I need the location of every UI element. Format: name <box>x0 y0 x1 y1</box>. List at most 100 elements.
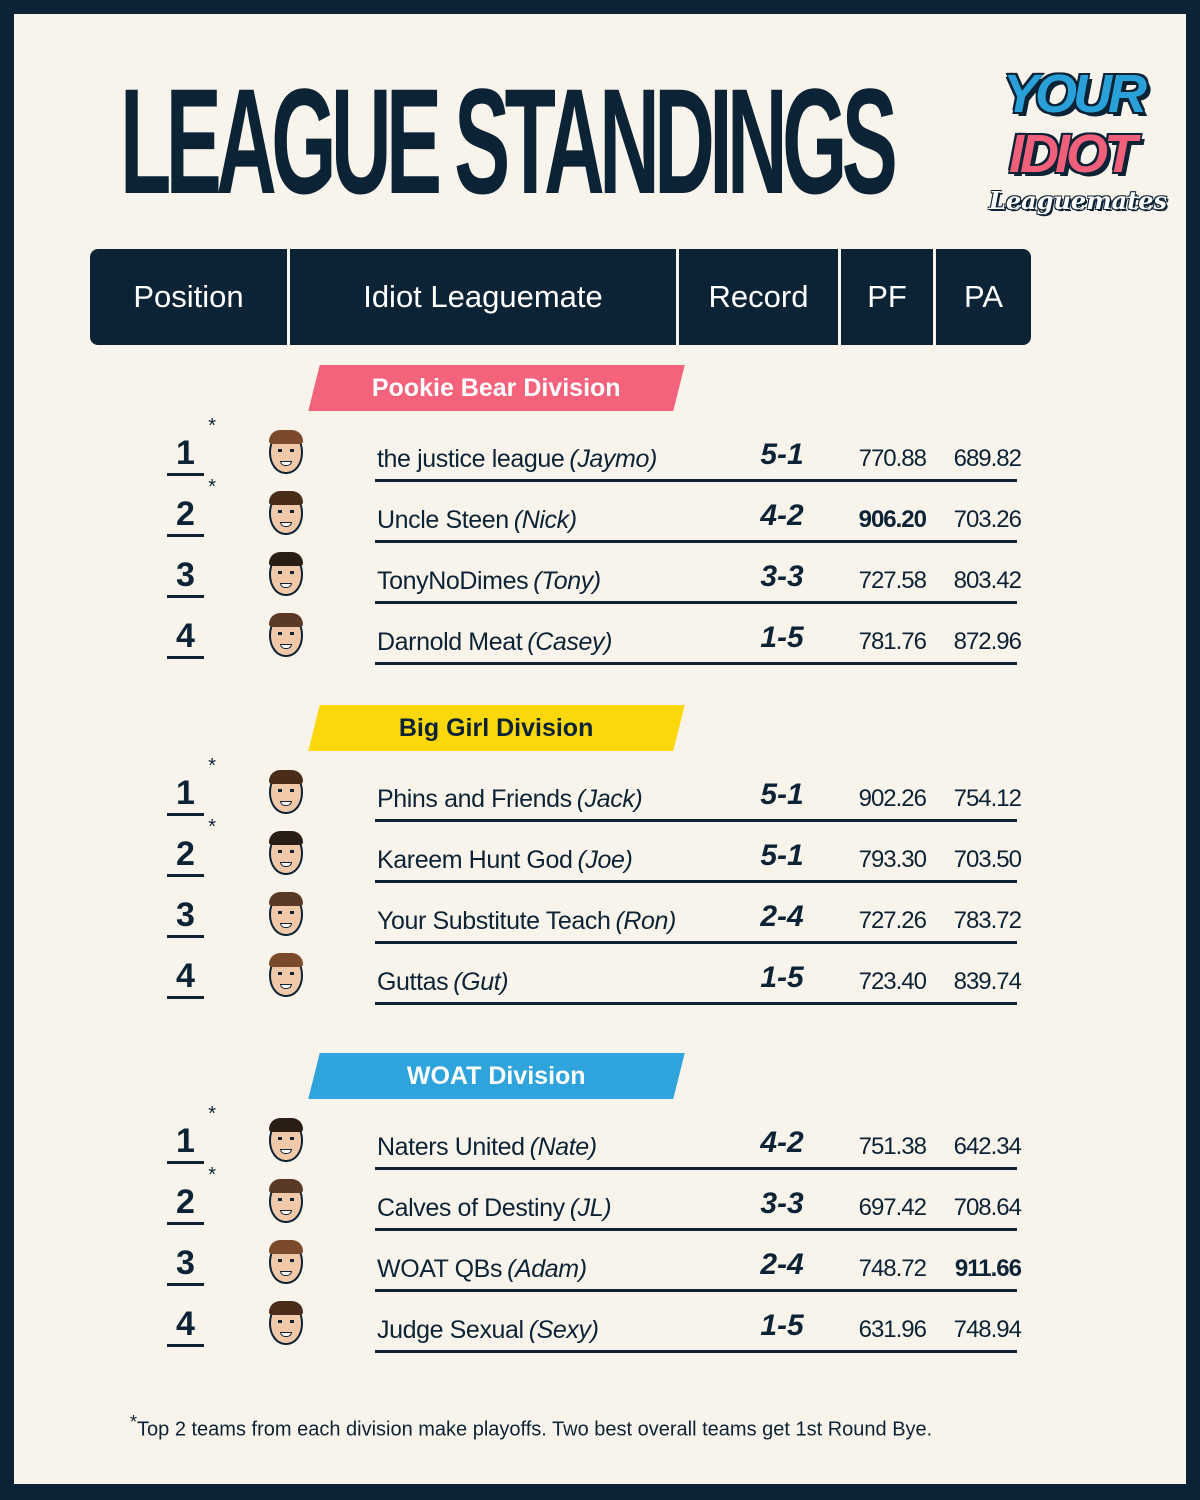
owner-name: (Casey) <box>527 628 612 656</box>
standings-row: 4 Darnold Meat (Casey) 1-5 781.76 872.96 <box>14 605 1186 665</box>
logo-line3: Leaguemates <box>989 186 1168 215</box>
playoff-star: * <box>208 816 216 838</box>
standings-row: 2 * Uncle Steen (Nick) 4-2 906.20 703.26 <box>14 477 1186 543</box>
team-label: Darnold Meat <box>377 628 523 656</box>
position-number: 4 <box>167 1301 204 1347</box>
position-value: 2 <box>176 495 195 533</box>
points-against: 689.82 <box>953 445 1022 472</box>
owner-name: (Sexy) <box>528 1316 599 1344</box>
avatar-icon <box>269 430 303 474</box>
points-for: 723.40 <box>858 968 927 995</box>
standings-poster: LEAGUE STANDINGS YOUR IDIOT Leaguemates … <box>14 14 1186 1484</box>
record: 4-2 <box>760 1126 804 1159</box>
avatar-icon <box>269 770 303 814</box>
points-against: 839.74 <box>953 968 1022 995</box>
record: 1-5 <box>760 621 804 654</box>
owner-name: (JL) <box>569 1194 612 1222</box>
avatar-icon <box>269 613 303 657</box>
logo-line2: IDIOT <box>1009 124 1137 184</box>
owner-name: (Jack) <box>576 785 643 813</box>
position-value: 4 <box>176 1305 195 1343</box>
row-divider <box>375 941 1017 944</box>
standings-row: 4 Guttas (Gut) 1-5 723.40 839.74 <box>14 945 1186 1005</box>
points-against: 703.50 <box>953 846 1022 873</box>
record: 4-2 <box>760 499 804 532</box>
position-value: 3 <box>176 556 195 594</box>
team-label: Uncle Steen <box>377 506 509 534</box>
team-name: the justice league (Jaymo) <box>377 445 657 474</box>
avatar-icon <box>269 953 303 997</box>
avatar-icon <box>269 1301 303 1345</box>
points-against: 872.96 <box>953 628 1022 655</box>
position-value: 1 <box>176 774 195 812</box>
points-against: 803.42 <box>953 567 1022 594</box>
points-for: 727.26 <box>858 907 927 934</box>
playoff-star: * <box>208 476 216 498</box>
footnote: *Top 2 teams from each division make pla… <box>130 1412 932 1442</box>
team-name: Kareem Hunt God (Joe) <box>377 846 633 875</box>
points-against: 708.64 <box>953 1194 1022 1221</box>
points-for: 727.58 <box>858 567 927 594</box>
position-value: 2 <box>176 1183 195 1221</box>
record: 2-4 <box>760 1248 804 1281</box>
owner-name: (Adam) <box>507 1255 587 1283</box>
position-number: 3 <box>167 1240 204 1286</box>
record: 5-1 <box>760 778 804 811</box>
position-number: 3 <box>167 892 204 938</box>
team-name: WOAT QBs (Adam) <box>377 1255 587 1284</box>
division-name: Big Girl Division <box>399 713 594 742</box>
owner-name: (Tony) <box>533 567 601 595</box>
footnote-star: * <box>130 1412 138 1432</box>
header-pf: PF <box>841 249 933 345</box>
points-against: 748.94 <box>953 1316 1022 1343</box>
playoff-star: * <box>208 1103 216 1125</box>
standings-row: 1 * the justice league (Jaymo) 5-1 770.88 … <box>14 416 1186 482</box>
owner-name: (Jaymo) <box>569 445 657 473</box>
team-name: Your Substitute Teach (Ron) <box>377 907 676 936</box>
position-number: 1 * <box>167 756 216 816</box>
points-against: 703.26 <box>953 506 1022 533</box>
division-name: Pookie Bear Division <box>372 373 621 402</box>
record: 5-1 <box>760 438 804 471</box>
row-divider <box>375 601 1017 604</box>
row-divider <box>375 1350 1017 1353</box>
row-divider <box>375 479 1017 482</box>
points-for: 793.30 <box>858 846 927 873</box>
team-label: Calves of Destiny <box>377 1194 565 1222</box>
points-against: 783.72 <box>953 907 1022 934</box>
standings-row: 4 Judge Sexual (Sexy) 1-5 631.96 748.94 <box>14 1293 1186 1353</box>
record: 5-1 <box>760 839 804 872</box>
position-value: 3 <box>176 1244 195 1282</box>
page-title: LEAGUE STANDINGS <box>120 57 898 225</box>
avatar-icon <box>269 892 303 936</box>
team-name: Calves of Destiny (JL) <box>377 1194 612 1223</box>
team-name: Naters United (Nate) <box>377 1133 597 1162</box>
row-divider <box>375 540 1017 543</box>
header-record: Record <box>679 249 838 345</box>
owner-name: (Nate) <box>529 1133 597 1161</box>
team-name: Darnold Meat (Casey) <box>377 628 612 657</box>
team-label: TonyNoDimes <box>377 567 529 595</box>
position-number: 1 * <box>167 1104 216 1164</box>
standings-row: 3 Your Substitute Teach (Ron) 2-4 727.26 … <box>14 884 1186 944</box>
team-name: Judge Sexual (Sexy) <box>377 1316 599 1345</box>
team-name: TonyNoDimes (Tony) <box>377 567 601 596</box>
header-leaguemate: Idiot Leaguemate <box>290 249 676 345</box>
row-divider <box>375 819 1017 822</box>
team-name: Guttas (Gut) <box>377 968 509 997</box>
row-divider <box>375 1002 1017 1005</box>
row-divider <box>375 1228 1017 1231</box>
footnote-text: Top 2 teams from each division make play… <box>137 1418 933 1441</box>
division-banner: Pookie Bear Division <box>308 365 685 411</box>
team-label: Guttas <box>377 968 449 996</box>
row-divider <box>375 1167 1017 1170</box>
playoff-star: * <box>208 755 216 777</box>
avatar-icon <box>269 1118 303 1162</box>
avatar-icon <box>269 1179 303 1223</box>
team-label: Your Substitute Teach <box>377 907 611 935</box>
header-position: Position <box>90 249 287 345</box>
owner-name: (Nick) <box>513 506 577 534</box>
team-label: Naters United <box>377 1133 525 1161</box>
points-for: 631.96 <box>858 1316 927 1343</box>
standings-row: 3 WOAT QBs (Adam) 2-4 748.72 911.66 <box>14 1232 1186 1292</box>
